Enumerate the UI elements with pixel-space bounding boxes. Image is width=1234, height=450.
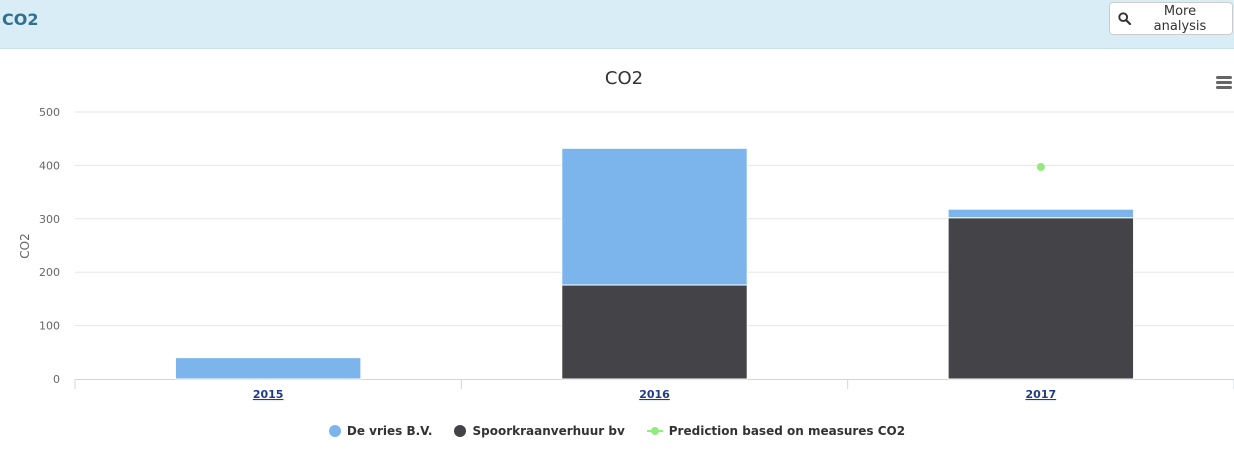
legend-label: De vries B.V. — [346, 424, 433, 438]
prediction-point-2017[interactable] — [1036, 163, 1045, 172]
legend-item-prediction-based-on-measures-co2[interactable]: Prediction based on measures CO2 — [646, 424, 906, 438]
x-tick-label-2017[interactable]: 2017 — [1026, 388, 1057, 401]
y-tick-label: 500 — [39, 106, 60, 119]
legend-item-spoorkraanverhuur-bv[interactable]: Spoorkraanverhuur bv — [454, 424, 625, 438]
hamburger-menu-icon[interactable] — [1212, 72, 1234, 92]
y-axis-title: CO2 — [18, 233, 32, 258]
bar-series — [174, 147, 1135, 380]
x-axis: 2015 2016 2017 — [74, 379, 1234, 401]
legend-item-de-vries-b-v-[interactable]: De vries B.V. — [328, 424, 433, 438]
more-analysis-label: More analysis — [1153, 3, 1207, 34]
bar-2017-de-vries-b-v-[interactable] — [947, 208, 1135, 219]
bar-2015-de-vries-b-v-[interactable] — [174, 357, 362, 380]
x-tick-label-2016[interactable]: 2016 — [639, 388, 670, 401]
panel-header: CO2 More analysis — [0, 0, 1234, 49]
bar-2016-spoorkraanverhuur-bv[interactable] — [561, 284, 748, 380]
legend-symbol — [454, 425, 467, 437]
legend-symbol — [646, 427, 663, 435]
y-tick-label: 300 — [39, 213, 60, 226]
y-tick-label: 200 — [39, 266, 60, 279]
legend-symbol — [328, 425, 341, 437]
x-tick-label-2015[interactable]: 2015 — [253, 388, 284, 401]
bar-2016-de-vries-b-v-[interactable] — [561, 147, 748, 286]
bar-2017-spoorkraanverhuur-bv[interactable] — [947, 217, 1135, 380]
more-analysis-button[interactable]: More analysis — [1109, 2, 1233, 35]
y-tick-label: 0 — [53, 373, 60, 386]
co2-chart: CO2 CO2 0 100 200 300 400 500 2015 2016 2017 — [18, 68, 1234, 401]
legend-label: Spoorkraanverhuur bv — [472, 424, 625, 438]
y-axis-tick-labels: 0 100 200 300 400 500 — [39, 106, 60, 386]
legend-label: Prediction based on measures CO2 — [668, 424, 906, 438]
search-icon — [1118, 12, 1131, 25]
chart-title: CO2 — [605, 68, 643, 89]
y-tick-label: 100 — [39, 320, 60, 333]
y-tick-label: 400 — [39, 159, 60, 172]
chart-legend: De vries B.V. Spoorkraanverhuur bv Predict… — [0, 421, 1234, 441]
panel-title: CO2 — [2, 10, 39, 29]
prediction-series — [1036, 163, 1045, 172]
